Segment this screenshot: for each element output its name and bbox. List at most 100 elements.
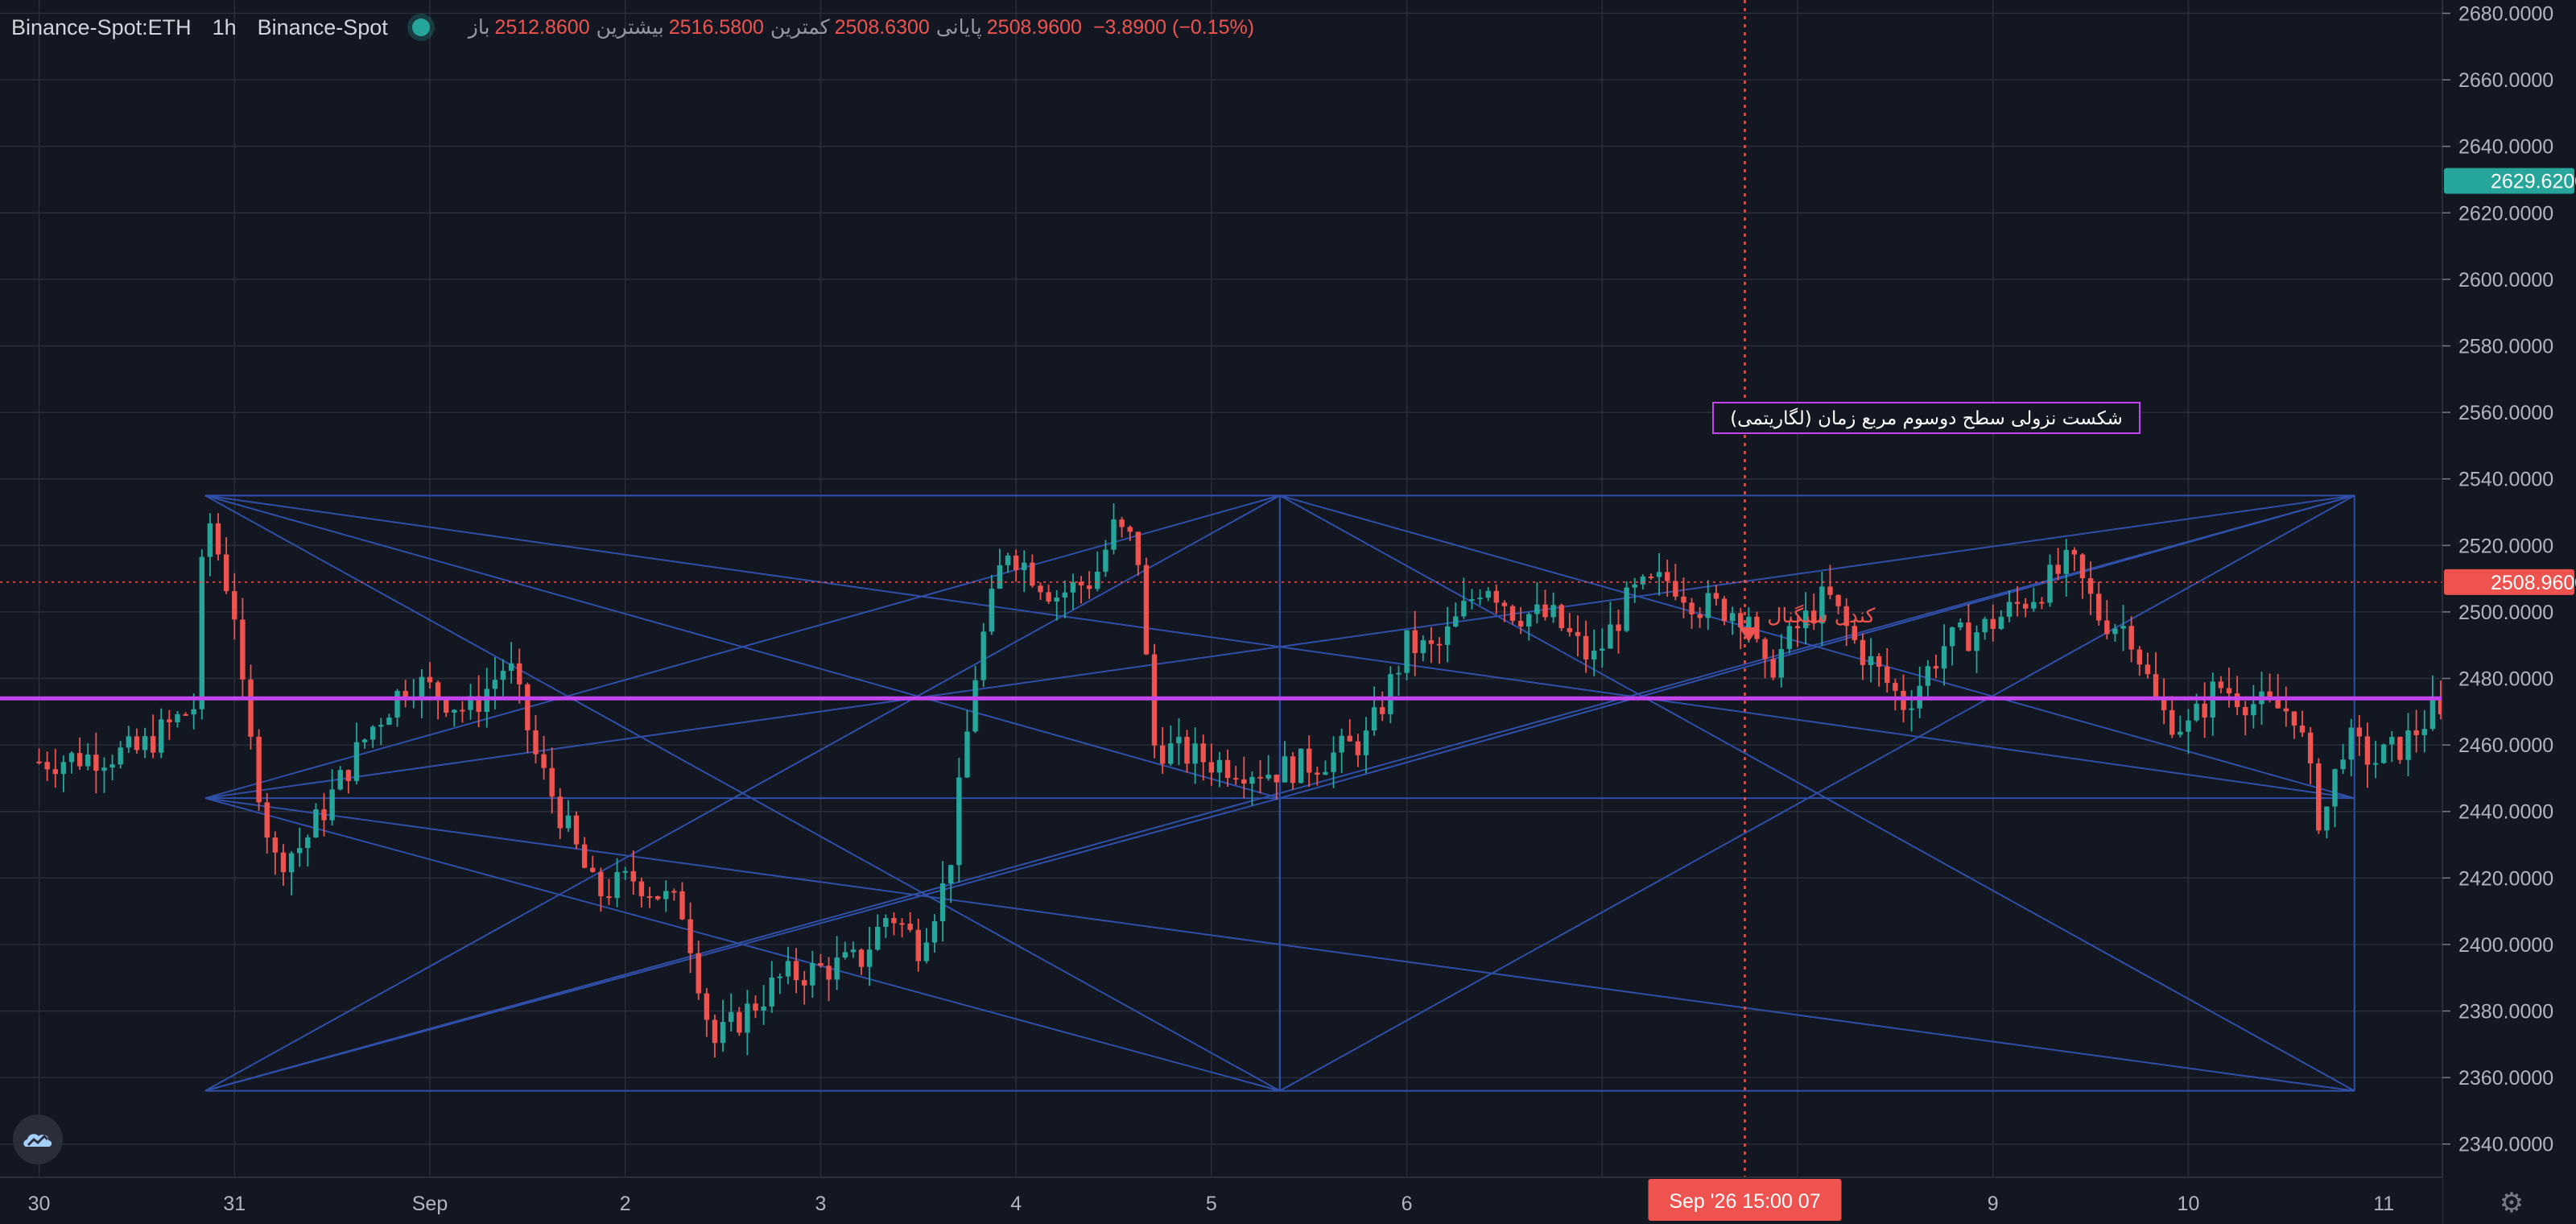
candle — [1493, 590, 1500, 603]
candle — [452, 709, 457, 713]
candle — [810, 962, 815, 986]
candle — [361, 739, 368, 742]
candle — [1436, 643, 1443, 646]
candle — [948, 865, 954, 884]
candle — [2340, 759, 2346, 770]
candle — [2006, 602, 2013, 617]
candle — [353, 742, 360, 781]
candle — [256, 736, 262, 803]
candle — [460, 709, 465, 712]
candle — [223, 554, 229, 592]
price-tick-label: 2620.0000 — [2458, 202, 2553, 225]
candle — [150, 736, 156, 753]
candle — [737, 1011, 742, 1033]
candle — [1673, 581, 1678, 597]
price-tick-label: 2640.0000 — [2458, 136, 2553, 159]
candle — [1103, 549, 1108, 572]
candle — [663, 891, 669, 899]
open-label: باز — [468, 16, 490, 39]
price-tick-label: 2580.0000 — [2458, 336, 2553, 358]
time-tick-label: 5 — [1206, 1193, 1217, 1215]
candle — [1404, 630, 1410, 673]
candle — [1640, 576, 1646, 585]
candle — [1998, 616, 2004, 629]
candle — [1534, 604, 1540, 614]
candle — [1778, 648, 1784, 678]
candle — [2194, 703, 2199, 721]
cloud-glyph — [23, 1134, 52, 1147]
price-tick-label: 2380.0000 — [2458, 1001, 2553, 1023]
candle — [2291, 711, 2297, 726]
candle — [1990, 618, 1996, 629]
price-tick-label: 2600.0000 — [2458, 269, 2553, 292]
candle — [500, 671, 506, 680]
candle — [1159, 745, 1166, 764]
candle — [1046, 592, 1051, 602]
time-tick-label: 4 — [1010, 1193, 1022, 1215]
timeframe-label[interactable]: 1h — [212, 14, 237, 39]
pattern-line — [204, 494, 1281, 1092]
candle — [240, 619, 246, 680]
candle — [183, 713, 188, 716]
candle — [850, 949, 857, 953]
candle — [1030, 562, 1035, 586]
candle — [785, 961, 791, 977]
tradingview-cloud-icon[interactable] — [13, 1114, 63, 1164]
candle — [1591, 651, 1597, 660]
candle — [1697, 614, 1703, 618]
candle — [858, 949, 865, 967]
candle — [2372, 763, 2379, 765]
candle — [1331, 752, 1336, 772]
candle — [541, 754, 547, 768]
symbol-label[interactable]: Binance-Spot:ETH — [11, 14, 192, 39]
candle — [1143, 564, 1150, 655]
candle — [101, 767, 107, 771]
candle — [1086, 585, 1092, 589]
last-price-tag — [2444, 167, 2574, 194]
candle — [296, 848, 303, 854]
gear-icon[interactable]: ⚙ — [2499, 1188, 2524, 1218]
high-value: 2516.5800 — [668, 15, 764, 39]
candle — [2014, 602, 2021, 604]
candle — [1176, 737, 1182, 744]
candle — [1786, 626, 1793, 649]
candle — [883, 918, 889, 927]
price-tick-label: 2480.0000 — [2458, 668, 2553, 691]
candle — [2055, 564, 2061, 574]
candle — [1746, 616, 1752, 628]
time-tick-label: 2 — [620, 1193, 631, 1215]
candle — [956, 777, 962, 866]
candle — [1689, 602, 1695, 615]
candle — [36, 761, 42, 763]
candle — [1095, 571, 1100, 589]
open-value: 2512.8600 — [494, 15, 590, 39]
candle — [394, 691, 400, 718]
price-tick-label: 2460.0000 — [2458, 734, 2553, 757]
candle — [931, 921, 938, 943]
candle — [1843, 606, 1849, 626]
candle — [1550, 605, 1556, 618]
candle — [1542, 604, 1548, 618]
candle — [1827, 586, 1833, 595]
candle — [175, 713, 180, 722]
candle — [1111, 519, 1117, 550]
pattern-line — [1279, 494, 2355, 800]
candle — [1412, 630, 1418, 654]
candle — [76, 753, 83, 767]
candle — [1444, 626, 1451, 645]
candle — [313, 809, 319, 837]
time-axis-background — [0, 1177, 2442, 1224]
candle — [654, 895, 661, 899]
candle — [761, 1006, 766, 1011]
change-value: −3.8900 (−0.15%) — [1092, 15, 1255, 39]
candle — [118, 747, 123, 765]
candle — [427, 676, 433, 683]
candle — [305, 837, 311, 849]
candle — [2087, 578, 2094, 594]
candle — [288, 853, 295, 873]
candle — [1762, 639, 1768, 660]
close-price-text: 2508.9600 — [2491, 572, 2576, 594]
candle — [1721, 598, 1728, 622]
candle — [215, 523, 221, 555]
